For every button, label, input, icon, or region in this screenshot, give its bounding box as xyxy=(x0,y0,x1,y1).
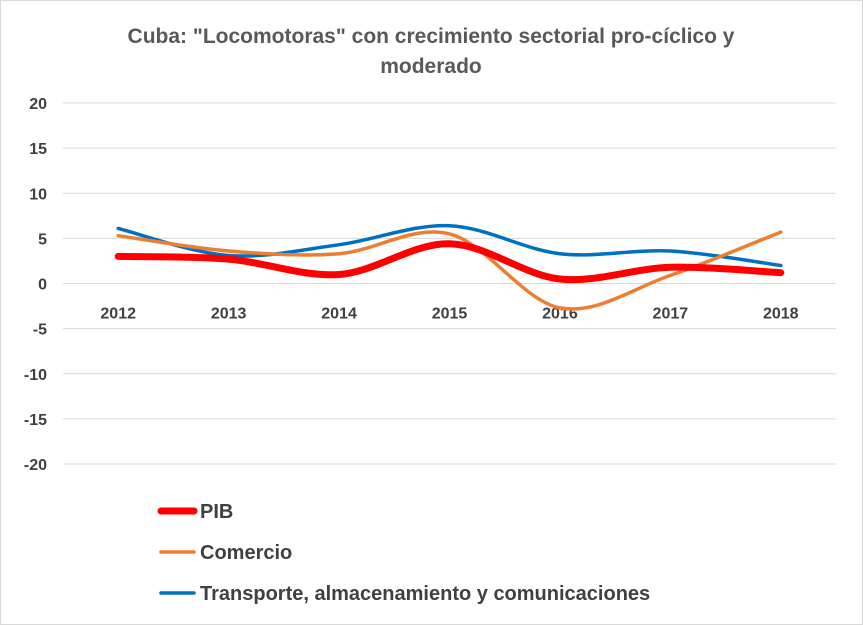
legend-label: Transporte, almacenamiento y comunicacio… xyxy=(200,583,650,605)
chart-title-line-2: moderado xyxy=(380,55,482,78)
y-tick-label: -20 xyxy=(24,457,47,474)
y-tick-label: -15 xyxy=(24,412,47,429)
gridlines xyxy=(63,102,836,465)
y-axis: 20 15 10 5 0 -5 -10 -15 -20 xyxy=(24,96,47,474)
chart-title: Cuba: "Locomotoras" con crecimiento sect… xyxy=(128,25,735,78)
y-tick-label: 5 xyxy=(38,231,47,248)
y-tick-label: -5 xyxy=(33,322,47,339)
y-tick-label: -10 xyxy=(24,367,47,384)
x-tick-label: 2012 xyxy=(100,306,136,323)
x-tick-label: 2015 xyxy=(432,306,468,323)
y-tick-label: 0 xyxy=(38,277,47,294)
legend: PIB Comercio Transporte, almacenamiento y … xyxy=(157,501,650,605)
chart-title-line-1: Cuba: "Locomotoras" con crecimiento sect… xyxy=(128,25,735,48)
x-tick-label: 2013 xyxy=(211,306,247,323)
x-axis: 2012 2013 2014 2015 2016 2017 2018 xyxy=(100,306,798,323)
y-tick-label: 15 xyxy=(29,141,47,158)
x-tick-label: 2017 xyxy=(653,306,689,323)
y-tick-label: 20 xyxy=(29,96,47,113)
x-tick-label: 2018 xyxy=(763,306,799,323)
series-line-0 xyxy=(114,240,785,284)
y-tick-label: 10 xyxy=(29,186,47,203)
x-tick-label: 2014 xyxy=(321,306,357,323)
series-line-2 xyxy=(116,223,783,268)
series-line-1 xyxy=(116,230,783,311)
series-lines xyxy=(114,223,785,311)
legend-label: PIB xyxy=(200,501,233,523)
legend-label: Comercio xyxy=(200,542,292,564)
